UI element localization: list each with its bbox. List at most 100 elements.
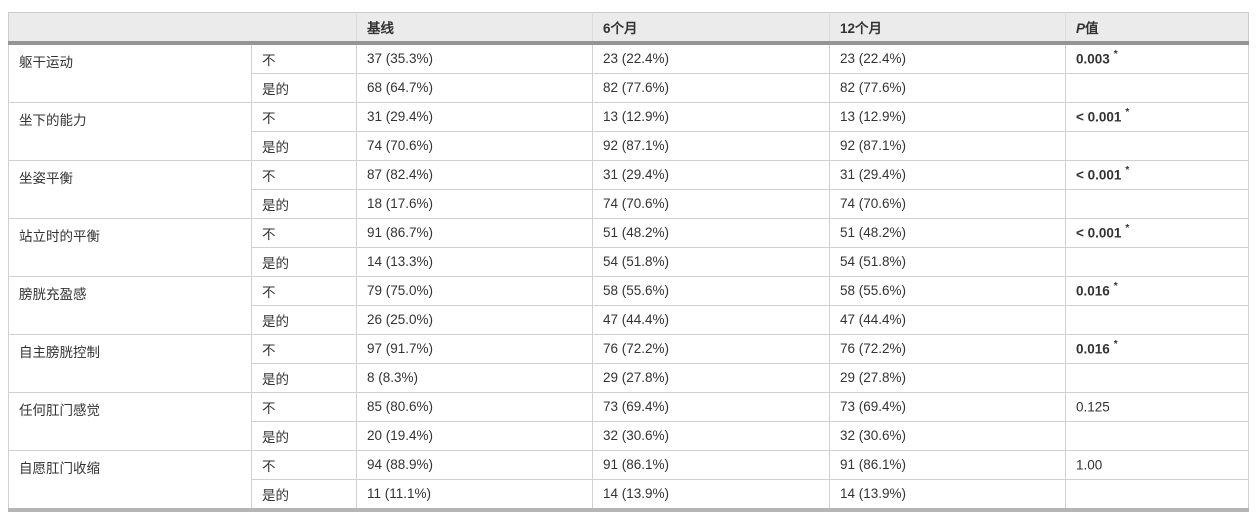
response-label-yes: 是的 <box>251 188 357 219</box>
significance-asterisk: * <box>1125 165 1130 177</box>
baseline-value: 68 (64.7%) <box>356 72 593 103</box>
header-row: 基线 6个月 12个月 P值 <box>8 12 1249 45</box>
m12-value: 23 (22.4%) <box>829 42 1066 74</box>
baseline-value: 97 (91.7%) <box>356 333 593 364</box>
m12-value: 31 (29.4%) <box>829 159 1066 190</box>
p-rest-label: 值 <box>1085 20 1099 36</box>
table-row: 是的 74 (70.6%) 92 (87.1%) 92 (87.1%) <box>9 130 1249 161</box>
response-label-yes: 是的 <box>251 72 357 103</box>
significance-asterisk: * <box>1125 107 1130 119</box>
table-row: 膀胱充盈感 不 79 (75.0%) 58 (55.6%) 58 (55.6%)… <box>8 275 1249 335</box>
baseline-value: 31 (29.4%) <box>356 101 593 132</box>
row-group-label: 站立时的平衡 <box>8 217 252 277</box>
significance-asterisk: * <box>1113 49 1118 61</box>
table-row: 自主膀胱控制 不 97 (91.7%) 76 (72.2%) 76 (72.2%… <box>8 333 1249 393</box>
baseline-value: 85 (80.6%) <box>356 391 593 422</box>
header-cell-12months: 12个月 <box>829 12 1066 45</box>
response-label-no: 不 <box>251 159 357 190</box>
row-group-label: 任何肛门感觉 <box>8 391 252 451</box>
response-label-yes: 是的 <box>251 420 357 451</box>
p-value-empty <box>1065 304 1249 335</box>
table-row: 自愿肛门收缩 不 94 (88.9%) 91 (86.1%) 91 (86.1%… <box>8 449 1249 510</box>
header-cell-pvalue: P值 <box>1065 12 1249 45</box>
m6-value: 58 (55.6%) <box>592 275 830 306</box>
m6-value: 29 (27.8%) <box>592 362 830 393</box>
m12-value: 54 (51.8%) <box>829 246 1066 277</box>
m6-value: 23 (22.4%) <box>592 42 830 74</box>
baseline-value: 94 (88.9%) <box>356 449 593 480</box>
significance-asterisk: * <box>1113 281 1118 293</box>
p-value-empty <box>1065 72 1249 103</box>
baseline-value: 8 (8.3%) <box>356 362 593 393</box>
baseline-value: 11 (11.1%) <box>356 478 593 510</box>
m12-value: 32 (30.6%) <box>829 420 1066 451</box>
m6-value: 14 (13.9%) <box>592 478 830 510</box>
p-value: < 0.001 * <box>1065 217 1249 248</box>
response-label-no: 不 <box>251 449 357 480</box>
header-cell-6months: 6个月 <box>592 12 830 45</box>
response-label-yes: 是的 <box>251 478 357 510</box>
header-cell-baseline: 基线 <box>356 12 593 45</box>
m6-value: 47 (44.4%) <box>592 304 830 335</box>
m12-value: 14 (13.9%) <box>829 478 1066 510</box>
table-row: 躯干运动 不 37 (35.3%) 23 (22.4%) 23 (22.4%) … <box>8 42 1249 103</box>
p-value: 1.00 <box>1065 449 1249 480</box>
p-value: < 0.001 * <box>1065 159 1249 190</box>
m6-value: 54 (51.8%) <box>592 246 830 277</box>
baseline-value: 91 (86.7%) <box>356 217 593 248</box>
p-value: < 0.001 * <box>1065 101 1249 132</box>
m6-value: 74 (70.6%) <box>592 188 830 219</box>
table-row: 是的 14 (13.3%) 54 (51.8%) 54 (51.8%) <box>9 246 1249 277</box>
row-group-label: 躯干运动 <box>8 42 252 103</box>
baseline-value: 37 (35.3%) <box>356 42 593 74</box>
baseline-value: 87 (82.4%) <box>356 159 593 190</box>
m12-value: 73 (69.4%) <box>829 391 1066 422</box>
response-label-yes: 是的 <box>251 362 357 393</box>
table-row: 任何肛门感觉 不 85 (80.6%) 73 (69.4%) 73 (69.4%… <box>8 391 1249 451</box>
m12-value: 74 (70.6%) <box>829 188 1066 219</box>
table-row: 是的 68 (64.7%) 82 (77.6%) 82 (77.6%) <box>9 72 1249 103</box>
table-row: 坐姿平衡 不 87 (82.4%) 31 (29.4%) 31 (29.4%) … <box>8 159 1249 219</box>
baseline-value: 26 (25.0%) <box>356 304 593 335</box>
row-group-label: 自主膀胱控制 <box>8 333 252 393</box>
response-label-yes: 是的 <box>251 304 357 335</box>
p-value-empty <box>1065 246 1249 277</box>
m12-value: 13 (12.9%) <box>829 101 1066 132</box>
p-value: 0.125 <box>1065 391 1249 422</box>
response-label-no: 不 <box>251 42 357 74</box>
m12-value: 91 (86.1%) <box>829 449 1066 480</box>
baseline-value: 79 (75.0%) <box>356 275 593 306</box>
response-label-no: 不 <box>251 275 357 306</box>
m6-value: 76 (72.2%) <box>592 333 830 364</box>
response-label-yes: 是的 <box>251 130 357 161</box>
p-value: 0.016 * <box>1065 275 1249 306</box>
m6-value: 51 (48.2%) <box>592 217 830 248</box>
row-group-label: 膀胱充盈感 <box>8 275 252 335</box>
m6-value: 73 (69.4%) <box>592 391 830 422</box>
p-value-empty <box>1065 188 1249 219</box>
response-label-yes: 是的 <box>251 246 357 277</box>
response-label-no: 不 <box>251 217 357 248</box>
m6-value: 31 (29.4%) <box>592 159 830 190</box>
table-row: 站立时的平衡 不 91 (86.7%) 51 (48.2%) 51 (48.2%… <box>8 217 1249 277</box>
significance-asterisk: * <box>1125 223 1130 235</box>
p-value: 0.003 * <box>1065 42 1249 74</box>
m6-value: 13 (12.9%) <box>592 101 830 132</box>
m12-value: 47 (44.4%) <box>829 304 1066 335</box>
outcomes-table: 基线 6个月 12个月 P值 躯干运动 不 37 (35.3%) 23 (22.… <box>8 12 1249 512</box>
table-row: 坐下的能力 不 31 (29.4%) 13 (12.9%) 13 (12.9%)… <box>8 101 1249 161</box>
table-row: 是的 18 (17.6%) 74 (70.6%) 74 (70.6%) <box>9 188 1249 219</box>
m12-value: 76 (72.2%) <box>829 333 1066 364</box>
m6-value: 32 (30.6%) <box>592 420 830 451</box>
p-value-empty <box>1065 362 1249 393</box>
p-value-empty <box>1065 420 1249 451</box>
m12-value: 51 (48.2%) <box>829 217 1066 248</box>
baseline-value: 20 (19.4%) <box>356 420 593 451</box>
baseline-value: 74 (70.6%) <box>356 130 593 161</box>
outcomes-table-container: 基线 6个月 12个月 P值 躯干运动 不 37 (35.3%) 23 (22.… <box>8 12 1249 512</box>
table-body: 躯干运动 不 37 (35.3%) 23 (22.4%) 23 (22.4%) … <box>8 42 1249 510</box>
baseline-value: 18 (17.6%) <box>356 188 593 219</box>
table-header: 基线 6个月 12个月 P值 <box>8 12 1249 45</box>
response-label-no: 不 <box>251 101 357 132</box>
m6-value: 82 (77.6%) <box>592 72 830 103</box>
